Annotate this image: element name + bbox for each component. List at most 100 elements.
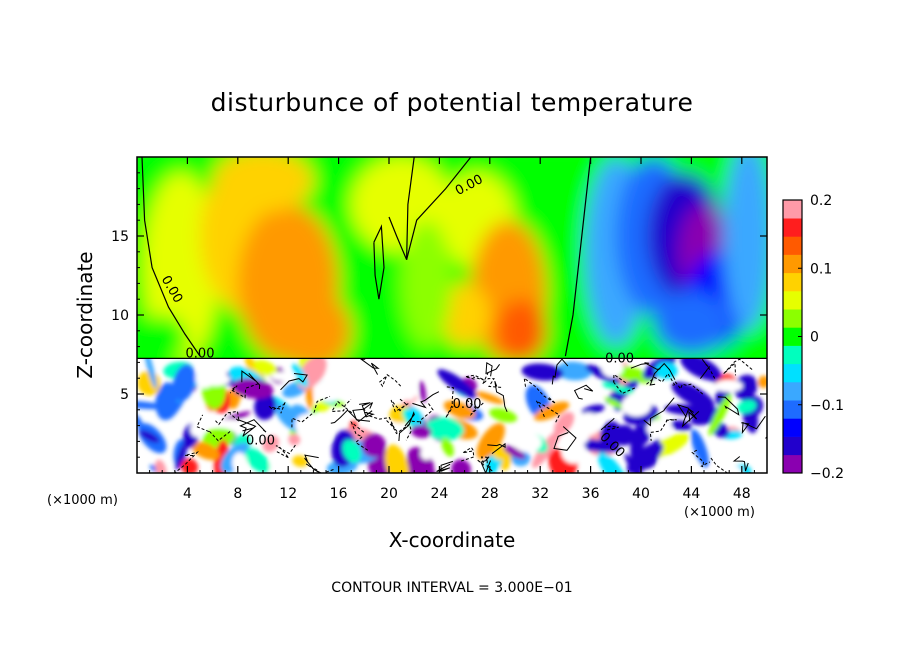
contour-turbulent-line (630, 362, 661, 370)
turbulent-hole (561, 439, 587, 464)
contour-zero-line (406, 157, 472, 260)
turbulent-cell (737, 399, 757, 414)
turbulent-hole (621, 394, 652, 417)
turbulent-hole (714, 379, 743, 392)
x-tick-label: 12 (279, 486, 297, 502)
x-tick-label: 16 (330, 486, 348, 502)
colorbar-tick-label: 0.1 (810, 261, 832, 277)
turbulent-cell (384, 444, 410, 473)
turbulent-cell (410, 424, 432, 439)
colorbar: 0.2 0.1 0 −0.1 −0.2 (782, 193, 844, 482)
x-tick-label: 48 (733, 486, 751, 502)
y-tick-label: 10 (111, 308, 129, 324)
x-tick-label: 32 (531, 486, 549, 502)
contour-turbulent-line (643, 397, 675, 427)
contour-turbulent-line (304, 454, 322, 473)
turbulent-hole (420, 447, 433, 460)
colorbar-swatch (783, 345, 802, 365)
turbulent-hole (601, 358, 624, 378)
colorbar-swatch (783, 272, 802, 292)
contour-turbulent-line (553, 426, 577, 451)
contour-turbulent-line (523, 377, 556, 404)
contour-turbulent-line (494, 381, 508, 412)
contour-turbulent-line (485, 361, 501, 377)
turbulent-hole (190, 422, 205, 438)
turbulent-cell (503, 445, 526, 460)
contour-turbulent-line (305, 463, 334, 473)
field-blob (653, 291, 730, 355)
contour-turbulent-line (674, 381, 705, 396)
x-tick-label: 44 (682, 486, 700, 502)
contour-turbulent-line (411, 402, 434, 424)
colorbar-swatch (783, 218, 802, 237)
turbulent-cell (232, 378, 274, 399)
turbulent-cell (443, 400, 476, 420)
turbulent-hole (402, 377, 417, 401)
contour-turbulent-line (600, 417, 619, 431)
turbulent-cell (155, 459, 167, 473)
contour-turbulent-line (461, 446, 475, 462)
contour-turbulent-line (717, 396, 740, 416)
turbulent-cell (441, 437, 454, 457)
turbulent-cell (245, 448, 270, 473)
contour-zero-line (564, 157, 592, 357)
contour-turbulent-line (229, 383, 259, 399)
contour-label: 0.00 (186, 347, 215, 362)
contour-turbulent-line (482, 372, 502, 388)
contour-turbulent-line (477, 456, 495, 473)
turbulent-cell (137, 401, 165, 410)
x-unit-label: (×1000 m) (47, 493, 118, 508)
x-tick-label: 24 (430, 486, 448, 502)
heatmap-upper-field (137, 157, 767, 358)
contour-turbulent-line (676, 404, 698, 422)
colorbar-swatch (783, 236, 802, 255)
turbulent-hole (659, 457, 670, 471)
turbulent-cell (425, 417, 465, 441)
turbulent-cell (671, 381, 715, 410)
contour-turbulent-line (445, 386, 454, 418)
contour-turbulent-line (280, 373, 308, 391)
turbulent-hole (295, 413, 322, 437)
turbulent-cell (253, 359, 278, 376)
x-tick-label: 36 (582, 486, 600, 502)
colorbar-swatch (783, 418, 802, 437)
turbulent-cell (437, 369, 477, 399)
contour-label: 0.00 (246, 434, 275, 449)
turbulent-hole (372, 364, 386, 381)
contour-turbulent-line (291, 395, 331, 428)
contour-turbulent-line (350, 420, 370, 452)
turbulent-cell (581, 404, 605, 415)
contour-turbulent-line (241, 370, 261, 390)
contour-turbulent-line (412, 391, 440, 409)
x-axis-label: X-coordinate (389, 528, 516, 552)
colorbar-swatch (783, 436, 802, 456)
turbulent-cell (597, 452, 627, 473)
contour-turbulent-line (465, 374, 485, 381)
turbulent-hole (269, 456, 286, 473)
colorbar-swatch (783, 254, 802, 274)
contour-zero-line (373, 224, 385, 300)
contour-turbulent-line (465, 398, 484, 417)
field-blob (401, 220, 452, 347)
x-tick-label: 20 (380, 486, 398, 502)
plot-area: 0.000.000.00 0.000.000.000.00 (136, 156, 768, 474)
contour-turbulent-line (173, 451, 200, 473)
contour-turbulent-line (699, 358, 716, 380)
contour-turbulent-line (649, 362, 676, 386)
field-blob (137, 315, 188, 358)
turbulent-cell (554, 412, 575, 436)
colorbar-tick-label: −0.2 (810, 466, 844, 482)
field-blob (722, 157, 767, 331)
turbulent-cell (143, 358, 157, 390)
turbulent-hole (372, 390, 388, 409)
turbulent-cell (254, 392, 277, 421)
contour-turbulent-line (551, 358, 569, 385)
contour-turbulent-line (487, 442, 506, 455)
turbulent-hole (204, 364, 227, 385)
turbulent-cell (533, 401, 570, 421)
turbulent-cell (489, 408, 518, 423)
turbulent-cell (733, 374, 758, 400)
contour-turbulent-line (359, 402, 375, 418)
contour-turbulent-line (398, 411, 415, 442)
